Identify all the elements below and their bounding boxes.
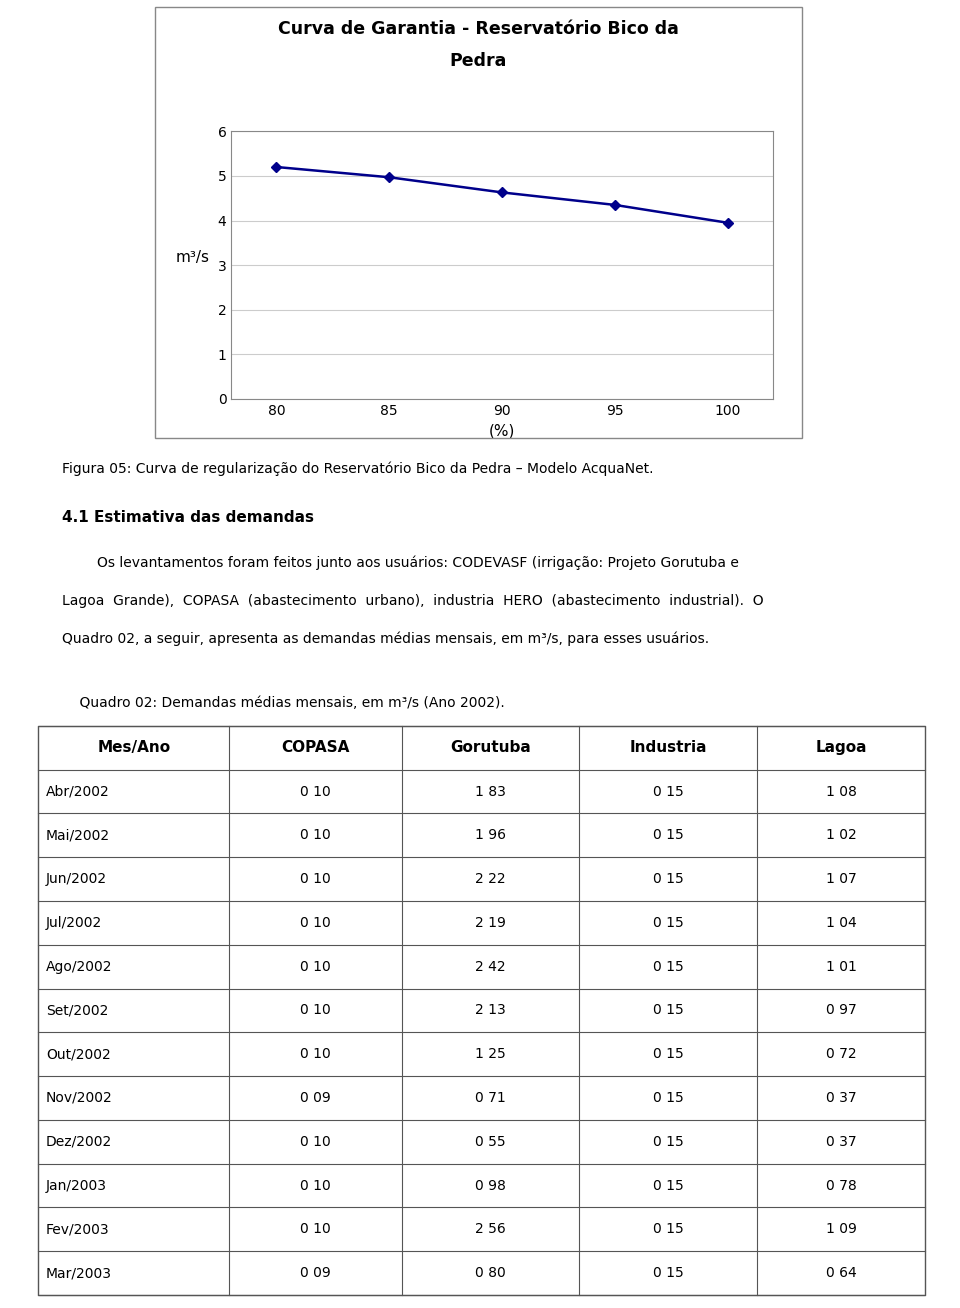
- Text: 0 10: 0 10: [300, 916, 331, 930]
- Text: 0 10: 0 10: [300, 1003, 331, 1018]
- Text: 0 72: 0 72: [826, 1048, 856, 1061]
- Text: 0 10: 0 10: [300, 1135, 331, 1148]
- Text: Quadro 02: Demandas médias mensais, em m³/s (Ano 2002).: Quadro 02: Demandas médias mensais, em m…: [62, 696, 505, 710]
- Text: 0 10: 0 10: [300, 1048, 331, 1061]
- Text: Lagoa  Grande),  COPASA  (abastecimento  urbano),  industria  HERO  (abastecimen: Lagoa Grande), COPASA (abastecimento urb…: [62, 594, 764, 608]
- Text: 1 04: 1 04: [826, 916, 856, 930]
- Text: Quadro 02, a seguir, apresenta as demandas médias mensais, em m³/s, para esses u: Quadro 02, a seguir, apresenta as demand…: [62, 632, 709, 646]
- Text: 2 13: 2 13: [475, 1003, 506, 1018]
- Text: 0 09: 0 09: [300, 1266, 331, 1281]
- Text: 0 15: 0 15: [653, 1048, 684, 1061]
- Text: 2 19: 2 19: [475, 916, 506, 930]
- Text: 0 37: 0 37: [826, 1135, 856, 1148]
- Text: Mar/2003: Mar/2003: [46, 1266, 112, 1281]
- Text: 4.1 Estimativa das demandas: 4.1 Estimativa das demandas: [62, 510, 314, 525]
- Text: 0 80: 0 80: [475, 1266, 506, 1281]
- Text: 0 15: 0 15: [653, 1222, 684, 1236]
- Text: 0 10: 0 10: [300, 785, 331, 799]
- Text: 2 56: 2 56: [475, 1222, 506, 1236]
- Text: 0 15: 0 15: [653, 785, 684, 799]
- Text: 0 97: 0 97: [826, 1003, 856, 1018]
- Text: COPASA: COPASA: [281, 740, 349, 755]
- Text: 0 15: 0 15: [653, 872, 684, 886]
- Text: Os levantamentos foram feitos junto aos usuários: CODEVASF (irrigação: Projeto G: Os levantamentos foram feitos junto aos …: [62, 556, 739, 570]
- Text: 0 10: 0 10: [300, 828, 331, 842]
- Text: 0 55: 0 55: [475, 1135, 506, 1148]
- Text: 0 71: 0 71: [475, 1091, 506, 1105]
- Text: 0 98: 0 98: [475, 1179, 506, 1193]
- Text: 0 10: 0 10: [300, 1222, 331, 1236]
- Text: Mes/Ano: Mes/Ano: [97, 740, 170, 755]
- Text: 0 15: 0 15: [653, 1091, 684, 1105]
- Text: 0 15: 0 15: [653, 828, 684, 842]
- Text: 0 15: 0 15: [653, 1179, 684, 1193]
- Text: Jan/2003: Jan/2003: [46, 1179, 108, 1193]
- Text: Pedra: Pedra: [449, 52, 507, 71]
- Text: Nov/2002: Nov/2002: [46, 1091, 113, 1105]
- Text: 2 42: 2 42: [475, 960, 506, 973]
- Text: Curva de Garantia - Reservatório Bico da: Curva de Garantia - Reservatório Bico da: [277, 20, 679, 38]
- Text: Abr/2002: Abr/2002: [46, 785, 109, 799]
- Text: Lagoa: Lagoa: [815, 740, 867, 755]
- Text: Mai/2002: Mai/2002: [46, 828, 110, 842]
- Text: Figura 05: Curva de regularização do Reservatório Bico da Pedra – Modelo AcquaNe: Figura 05: Curva de regularização do Res…: [62, 462, 654, 476]
- Text: 0 15: 0 15: [653, 1135, 684, 1148]
- Text: 0 37: 0 37: [826, 1091, 856, 1105]
- Text: 1 02: 1 02: [826, 828, 856, 842]
- Text: 1 83: 1 83: [475, 785, 506, 799]
- Text: 0 64: 0 64: [826, 1266, 856, 1281]
- Text: 0 10: 0 10: [300, 1179, 331, 1193]
- Text: Set/2002: Set/2002: [46, 1003, 108, 1018]
- Text: 2 22: 2 22: [475, 872, 506, 886]
- Text: 0 78: 0 78: [826, 1179, 856, 1193]
- Text: Jun/2002: Jun/2002: [46, 872, 108, 886]
- Text: Out/2002: Out/2002: [46, 1048, 110, 1061]
- Text: Fev/2003: Fev/2003: [46, 1222, 109, 1236]
- Text: 1 25: 1 25: [475, 1048, 506, 1061]
- Text: 0 15: 0 15: [653, 916, 684, 930]
- Text: 1 07: 1 07: [826, 872, 856, 886]
- X-axis label: (%): (%): [489, 424, 516, 438]
- Text: 0 10: 0 10: [300, 872, 331, 886]
- Text: 1 08: 1 08: [826, 785, 856, 799]
- Text: 0 09: 0 09: [300, 1091, 331, 1105]
- Text: Ago/2002: Ago/2002: [46, 960, 112, 973]
- Text: Industria: Industria: [630, 740, 707, 755]
- Text: 0 15: 0 15: [653, 960, 684, 973]
- Text: 1 01: 1 01: [826, 960, 856, 973]
- Text: 1 96: 1 96: [475, 828, 506, 842]
- Text: Gorutuba: Gorutuba: [450, 740, 531, 755]
- Y-axis label: m³/s: m³/s: [176, 250, 209, 266]
- Text: Jul/2002: Jul/2002: [46, 916, 103, 930]
- Text: 1 09: 1 09: [826, 1222, 856, 1236]
- Text: 0 15: 0 15: [653, 1003, 684, 1018]
- Text: 0 15: 0 15: [653, 1266, 684, 1281]
- Text: Dez/2002: Dez/2002: [46, 1135, 112, 1148]
- Text: 0 10: 0 10: [300, 960, 331, 973]
